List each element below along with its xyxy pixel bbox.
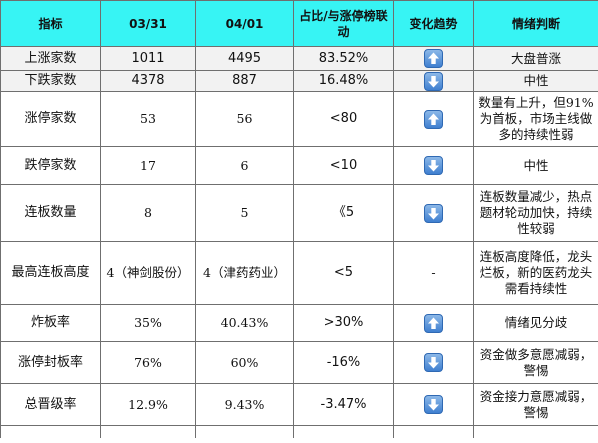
arrow-up-icon (424, 49, 443, 68)
table-row: 下跌家数 4378 887 16.48% 中性 (0, 70, 598, 92)
ratio-cell: 16.48% (293, 70, 394, 92)
arrow-down-icon (424, 71, 443, 91)
date2-value-cell: 6 (195, 146, 294, 185)
judgment-cell: 连板数量减少，热点题材轮动加快，持续性较弱 (473, 184, 598, 242)
arrow-down-icon (424, 353, 443, 372)
arrow-down-icon (424, 203, 443, 223)
judgment-cell: 中性 (473, 70, 598, 92)
trend-cell (393, 91, 474, 147)
date2-value-cell: 9.43% (195, 383, 294, 426)
trend-cell (393, 70, 474, 92)
judgment-cell: 资金做多意愿减弱，警惕 (473, 341, 598, 384)
table-row: 涨停封板率 76% 60% -16% 资金做多意愿减弱，警惕 (0, 341, 598, 384)
indicator-cell: 总晋级率 (0, 383, 101, 426)
date1-value-cell: 17 (100, 146, 196, 185)
indicator-cell: 下跌家数 (0, 70, 101, 92)
indicator-cell: 炸板率 (0, 304, 101, 342)
header-trend: 变化趋势 (393, 0, 474, 47)
date1-value-cell: 4378 (100, 70, 196, 92)
trend-cell (393, 184, 474, 242)
date1-value-cell: 53 (100, 91, 196, 147)
date2-value-cell: 4495 (195, 46, 294, 71)
empty-cell (293, 425, 394, 438)
table-row: 跌停家数 17 6 <10 中性 (0, 146, 598, 185)
empty-cell (195, 425, 294, 438)
judgment-cell: 数量有上升，但91%为首板，市场主线做多的持续性弱 (473, 91, 598, 147)
ratio-cell: >30% (293, 304, 394, 342)
arrow-down-icon (424, 156, 443, 175)
table-row: 连板数量 8 5 《5 连板数量减少，热点题材轮动加快，持续性较弱 (0, 184, 598, 242)
judgment-cell: 中性 (473, 146, 598, 185)
date1-value-cell: 8 (100, 184, 196, 242)
indicator-cell: 上涨家数 (0, 46, 101, 71)
arrow-down-icon (424, 395, 443, 414)
trend-cell (393, 383, 474, 426)
empty-cell (0, 425, 101, 438)
date1-value-cell: 76% (100, 341, 196, 384)
arrow-up-icon (424, 109, 443, 129)
indicator-cell: 跌停家数 (0, 146, 101, 185)
empty-cell (100, 425, 196, 438)
header-ratio: 占比/与涨停榜联动 (293, 0, 394, 47)
table-row: 涨停家数 53 56 <80 数量有上升，但91%为首板，市场主线做多的持续性弱 (0, 91, 598, 147)
ratio-cell: <10 (293, 146, 394, 185)
indicator-cell: 涨停家数 (0, 91, 101, 147)
date2-value-cell: 40.43% (195, 304, 294, 342)
trend-cell (393, 146, 474, 185)
table-row: 上涨家数 1011 4495 83.52% 大盘普涨 (0, 46, 598, 71)
ratio-cell: <5 (293, 241, 394, 305)
trend-cell: - (393, 241, 474, 305)
trend-cell (393, 341, 474, 384)
date2-value-cell: 4（津药药业） (195, 241, 294, 305)
table-row: 炸板率 35% 40.43% >30% 情绪见分歧 (0, 304, 598, 342)
trend-cell (393, 304, 474, 342)
header-row: 指标 03/31 04/01 占比/与涨停榜联动 变化趋势 情绪判断 (0, 0, 598, 47)
ratio-cell: <80 (293, 91, 394, 147)
date1-value-cell: 1011 (100, 46, 196, 71)
judgment-cell: 大盘普涨 (473, 46, 598, 71)
indicator-cell: 涨停封板率 (0, 341, 101, 384)
judgment-cell: 资金接力意愿减弱，警惕 (473, 383, 598, 426)
date2-value-cell: 5 (195, 184, 294, 242)
indicator-cell: 连板数量 (0, 184, 101, 242)
ratio-cell: 83.52% (293, 46, 394, 71)
date1-value-cell: 12.9% (100, 383, 196, 426)
arrow-up-icon (424, 313, 443, 333)
date2-value-cell: 56 (195, 91, 294, 147)
date2-value-cell: 887 (195, 70, 294, 92)
date1-value-cell: 4（神剑股份） (100, 241, 196, 305)
judgment-cell: 情绪见分歧 (473, 304, 598, 342)
header-indicator: 指标 (0, 0, 101, 47)
header-date2: 04/01 (195, 0, 294, 47)
ratio-cell: -3.47% (293, 383, 394, 426)
empty-cell (473, 425, 598, 438)
date1-value-cell: 35% (100, 304, 196, 342)
date2-value-cell: 60% (195, 341, 294, 384)
table-row: 总晋级率 12.9% 9.43% -3.47% 资金接力意愿减弱，警惕 (0, 383, 598, 426)
header-judgment: 情绪判断 (473, 0, 598, 47)
ratio-cell: -16% (293, 341, 394, 384)
indicator-cell: 最高连板高度 (0, 241, 101, 305)
trend-cell (393, 46, 474, 71)
table-row-partial (0, 425, 598, 438)
ratio-cell: 《5 (293, 184, 394, 242)
empty-cell (393, 425, 474, 438)
table-row: 最高连板高度 4（神剑股份） 4（津药药业） <5- 连板高度降低，龙头烂板，新的医药龙… (0, 241, 598, 305)
judgment-cell: 连板高度降低，龙头烂板，新的医药龙头需看持续性 (473, 241, 598, 305)
header-date1: 03/31 (100, 0, 196, 47)
